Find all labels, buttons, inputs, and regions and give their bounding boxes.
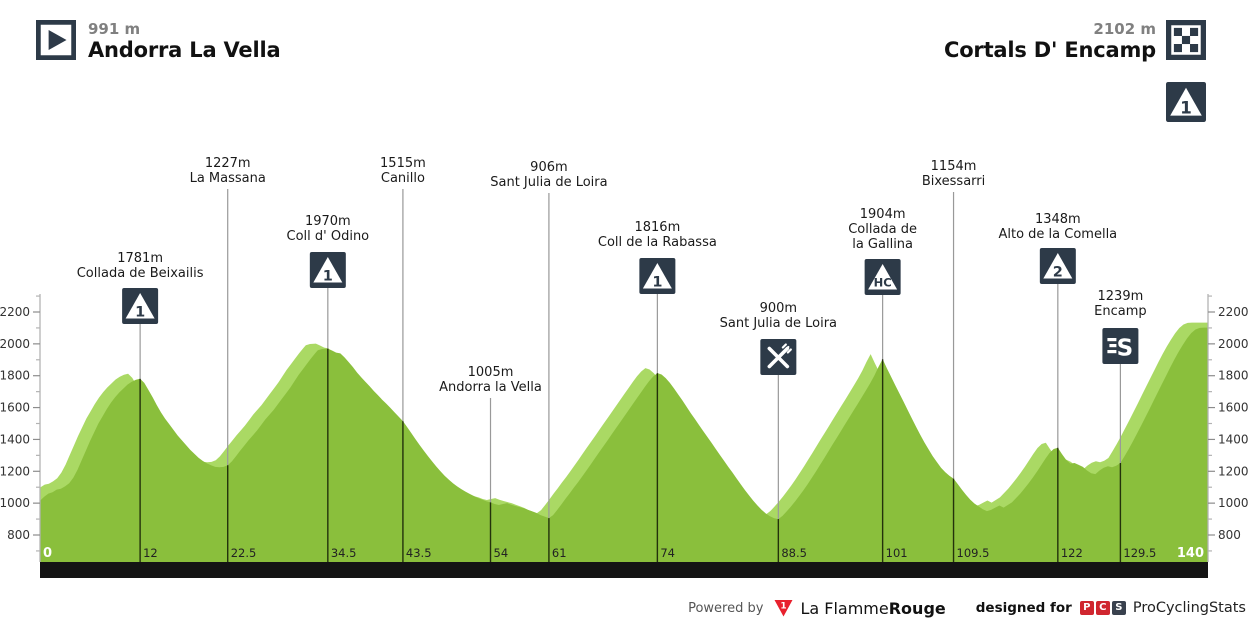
finish-altitude: 2102 m bbox=[1093, 20, 1156, 38]
final-climb-category-1-icon: 1 bbox=[1166, 82, 1206, 122]
marker-name-label: Bixessarri bbox=[922, 174, 985, 189]
profile-area bbox=[40, 327, 1208, 562]
marker-altitude-label: 1005m bbox=[468, 365, 514, 380]
start-header: 991 m Andorra La Vella bbox=[36, 20, 281, 63]
climb-category-number: 1 bbox=[323, 269, 333, 285]
sprint-icon: S bbox=[1102, 328, 1139, 364]
climb-category-number: 1 bbox=[652, 275, 662, 291]
climb-category-icon: 2 bbox=[1039, 248, 1076, 284]
y-tick-label: 2000 bbox=[1218, 337, 1249, 351]
marker-altitude-label: 1970m bbox=[305, 214, 351, 229]
km-label: 129.5 bbox=[1123, 546, 1156, 560]
powered-by-label: Powered by bbox=[688, 600, 764, 616]
y-tick-label: 1200 bbox=[0, 464, 30, 478]
marker-altitude-label: 1515m bbox=[380, 156, 426, 171]
start-altitude: 991 m bbox=[88, 20, 141, 38]
marker-altitude-label: 1348m bbox=[1035, 212, 1081, 227]
marker-altitude-label: 1904m bbox=[860, 207, 906, 222]
marker-name-label: Sant Julia de Loira bbox=[720, 316, 837, 331]
marker-name-label: Canillo bbox=[381, 171, 425, 186]
y-tick-label: 1200 bbox=[1218, 464, 1249, 478]
km-label: 74 bbox=[660, 546, 675, 560]
y-tick-label: 800 bbox=[7, 528, 30, 542]
pcs-letter-s: S bbox=[1111, 601, 1126, 615]
stage-elevation-chart: 8001000120014001600180020002200800100012… bbox=[0, 156, 1249, 578]
km-label: 54 bbox=[494, 546, 509, 560]
marker-altitude-label: 1154m bbox=[931, 159, 977, 174]
km-label: 61 bbox=[552, 546, 567, 560]
y-tick-label: 1400 bbox=[1218, 432, 1249, 446]
km-label: 122 bbox=[1061, 546, 1083, 560]
climb-category-icon: 1 bbox=[122, 288, 159, 324]
km-label: 88.5 bbox=[781, 546, 807, 560]
marker-name-label: Collada de bbox=[848, 222, 917, 237]
climb-category-number: 1 bbox=[135, 305, 145, 321]
la-flamme-rouge-triangle-icon: 1 bbox=[774, 600, 793, 617]
finish-header: 2102 m Cortals D' Encamp bbox=[944, 20, 1206, 63]
la-flamme-rouge-logo[interactable]: 1 La FlammeRouge bbox=[773, 598, 946, 618]
svg-text:1: 1 bbox=[781, 602, 787, 612]
climb-category-number: 2 bbox=[1053, 265, 1063, 281]
marker-altitude-label: 906m bbox=[530, 160, 567, 175]
km-label: 22.5 bbox=[231, 546, 257, 560]
climb-category-icon: HC bbox=[864, 259, 901, 295]
feed-zone-icon bbox=[760, 339, 797, 375]
marker-altitude-label: 1816m bbox=[634, 220, 680, 235]
marker-altitude-label: 1227m bbox=[205, 156, 251, 171]
km-label: 12 bbox=[143, 546, 158, 560]
sprint-letter: S bbox=[1117, 336, 1134, 362]
y-tick-label: 1600 bbox=[1218, 401, 1249, 415]
y-tick-label: 2000 bbox=[0, 337, 30, 351]
la-flamme-rouge-name: La FlammeRouge bbox=[800, 598, 946, 618]
y-tick-label: 2200 bbox=[0, 305, 30, 319]
km-label: 34.5 bbox=[331, 546, 357, 560]
y-tick-label: 1800 bbox=[1218, 369, 1249, 383]
marker-name-label: Collada de Beixailis bbox=[77, 266, 204, 281]
km-label: 43.5 bbox=[406, 546, 432, 560]
marker-name-label: la Gallina bbox=[852, 237, 913, 252]
footer: Powered by 1 La FlammeRouge designed for… bbox=[688, 594, 1246, 622]
start-name: Andorra La Vella bbox=[88, 38, 281, 62]
marker-altitude-label: 900m bbox=[760, 301, 797, 316]
designed-for-label: designed for bbox=[975, 600, 1072, 616]
svg-text:1: 1 bbox=[1180, 98, 1192, 118]
procyclingstats-name: ProCyclingStats bbox=[1132, 600, 1246, 616]
pcs-letter-c: C bbox=[1095, 601, 1110, 615]
marker-name-label: Alto de la Comella bbox=[998, 227, 1117, 242]
pcs-logo[interactable]: P C S bbox=[1079, 601, 1126, 615]
climb-category-icon: 1 bbox=[639, 258, 676, 294]
start-flag-icon bbox=[36, 20, 76, 60]
km-label: 101 bbox=[886, 546, 908, 560]
finish-flag-icon bbox=[1166, 20, 1206, 60]
y-tick-label: 1000 bbox=[1218, 496, 1249, 510]
km-label-start: 0 bbox=[43, 546, 52, 561]
y-tick-label: 1600 bbox=[0, 401, 30, 415]
marker-name-label: Coll de la Rabassa bbox=[598, 235, 717, 250]
y-tick-label: 1400 bbox=[0, 432, 30, 446]
marker-name-label: Coll d' Odino bbox=[287, 229, 370, 244]
y-tick-label: 1000 bbox=[0, 496, 30, 510]
km-label-finish: 140 bbox=[1177, 546, 1204, 561]
distance-black-bar bbox=[40, 562, 1208, 578]
km-label: 109.5 bbox=[957, 546, 990, 560]
pcs-letter-p: P bbox=[1079, 601, 1094, 615]
finish-name: Cortals D' Encamp bbox=[943, 38, 1156, 62]
climb-category-icon: 1 bbox=[309, 252, 346, 288]
marker-name-label: Sant Julia de Loira bbox=[490, 175, 607, 190]
marker-name-label: Encamp bbox=[1094, 304, 1146, 319]
marker-altitude-label: 1239m bbox=[1098, 289, 1144, 304]
climb-category-number: HC bbox=[874, 276, 892, 290]
y-tick-label: 2200 bbox=[1218, 305, 1249, 319]
marker-name-label: La Massana bbox=[190, 171, 266, 186]
y-tick-label: 1800 bbox=[0, 369, 30, 383]
marker-name-label: Andorra la Vella bbox=[439, 380, 542, 395]
y-tick-label: 800 bbox=[1218, 528, 1241, 542]
marker-altitude-label: 1781m bbox=[117, 251, 163, 266]
